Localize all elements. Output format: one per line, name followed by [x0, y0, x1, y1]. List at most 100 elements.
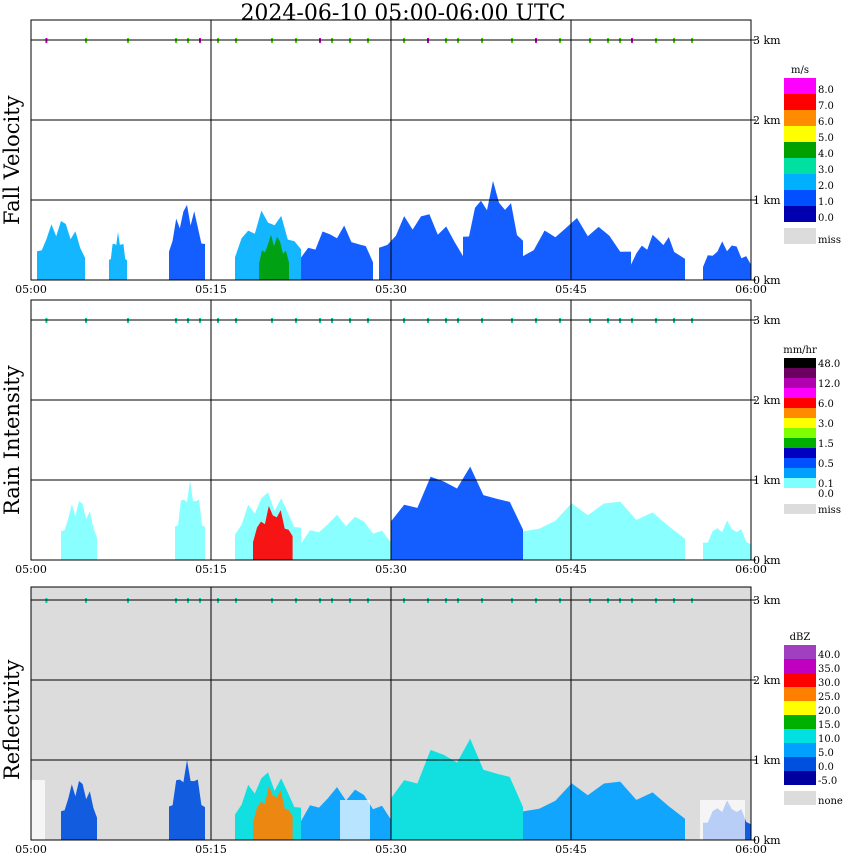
legend-swatch [784, 438, 816, 448]
legend-label: 0.1 [818, 479, 834, 490]
x-tick-label: 05:00 [15, 283, 47, 296]
plot-frame [30, 19, 752, 281]
legend-swatch [784, 504, 816, 514]
legend-swatch [784, 448, 816, 458]
legend-swatch [784, 126, 816, 142]
plot-frame [30, 299, 752, 561]
legend-label: 1.0 [818, 197, 834, 208]
legend-unit: dBZ [790, 632, 811, 643]
legend-label: miss [818, 235, 841, 246]
legend-label: 48.0 [818, 359, 840, 370]
legend-label: 7.0 [818, 101, 834, 112]
legend-swatch [784, 468, 816, 478]
legend-label: 20.0 [818, 706, 840, 717]
data-blob [703, 520, 751, 560]
y-tick-label: 1 km [753, 754, 781, 767]
legend-swatch [784, 771, 816, 785]
legend-swatch [784, 110, 816, 126]
legend-swatch [784, 701, 816, 715]
legend-swatch [784, 388, 816, 398]
y-tick-label: 0 km [753, 274, 781, 287]
data-blob [301, 225, 373, 280]
missing-region [700, 800, 745, 840]
y-tick-label: 1 km [753, 194, 781, 207]
data-blob [61, 501, 97, 560]
data-blob [169, 204, 205, 280]
legend-label: 6.0 [818, 399, 834, 410]
legend-label: 3.0 [818, 165, 834, 176]
legend-label: 0.5 [818, 459, 834, 470]
legend-label: 8.0 [818, 85, 834, 96]
data-blob [61, 781, 97, 840]
data-blob [523, 218, 631, 280]
legend-label: 0.0 [818, 489, 834, 500]
missing-region [340, 800, 370, 840]
legend-label: 10.0 [818, 734, 840, 745]
x-tick-label: 05:45 [555, 283, 587, 296]
data-blob [175, 480, 205, 560]
data-blob [109, 232, 127, 280]
x-tick-label: 06:00 [735, 843, 767, 856]
legend-swatch [784, 174, 816, 190]
x-tick-label: 05:00 [15, 563, 47, 576]
data-blob [523, 501, 685, 560]
y-tick-label: 0 km [753, 834, 781, 847]
legend-label: 15.0 [818, 720, 840, 731]
data-blob [379, 214, 463, 280]
legend-swatch [784, 358, 816, 368]
legend-label: 5.0 [818, 133, 834, 144]
legend-swatch [784, 228, 816, 244]
legend-swatch [784, 378, 816, 388]
legend-label: miss [818, 505, 841, 516]
plot-frame [30, 586, 752, 841]
x-tick-label: 06:00 [735, 283, 767, 296]
legend-swatch [784, 687, 816, 701]
legend-swatch [784, 206, 816, 222]
legend-label: 12.0 [818, 379, 840, 390]
y-tick-label: 2 km [753, 394, 781, 407]
legend-swatch [784, 659, 816, 673]
legend-label: 30.0 [818, 678, 840, 689]
legend-label: 25.0 [818, 692, 840, 703]
legend-swatch [784, 743, 816, 757]
x-tick-label: 05:30 [375, 283, 407, 296]
legend-swatch [784, 94, 816, 110]
legend-label: 5.0 [818, 748, 834, 759]
legend-label: -5.0 [818, 776, 837, 787]
legend-swatch [784, 368, 816, 378]
legend-label: 6.0 [818, 117, 834, 128]
legend-unit: mm/hr [783, 345, 817, 356]
legend-swatch [784, 757, 816, 771]
legend-label: 35.0 [818, 664, 840, 675]
legend-label: 3.0 [818, 419, 834, 430]
data-blob [169, 760, 205, 840]
missing-region [31, 780, 45, 840]
y-tick-label: 3 km [753, 594, 781, 607]
legend-label: 1.5 [818, 439, 834, 450]
legend-label: none [818, 796, 843, 807]
legend-swatch [784, 729, 816, 743]
data-blob [253, 506, 293, 560]
legend-swatch [784, 190, 816, 206]
data-blob [301, 514, 391, 560]
x-tick-label: 05:45 [555, 563, 587, 576]
data-blob [391, 466, 523, 560]
legend-swatch [784, 458, 816, 468]
data-blob [37, 221, 85, 280]
y-tick-label: 2 km [753, 674, 781, 687]
legend-swatch [784, 142, 816, 158]
data-blob [259, 234, 289, 280]
data-blob [703, 241, 751, 280]
data-blob [523, 781, 685, 840]
legend-swatch [784, 418, 816, 428]
legend-unit: m/s [791, 65, 809, 76]
data-blob [463, 180, 523, 280]
legend-label: 0.0 [818, 213, 834, 224]
legend-swatch [784, 408, 816, 418]
legend-swatch [784, 673, 816, 687]
legend-swatch [784, 715, 816, 729]
legend-swatch [784, 428, 816, 438]
data-blob [391, 738, 523, 840]
legend-label: 4.0 [818, 149, 834, 160]
